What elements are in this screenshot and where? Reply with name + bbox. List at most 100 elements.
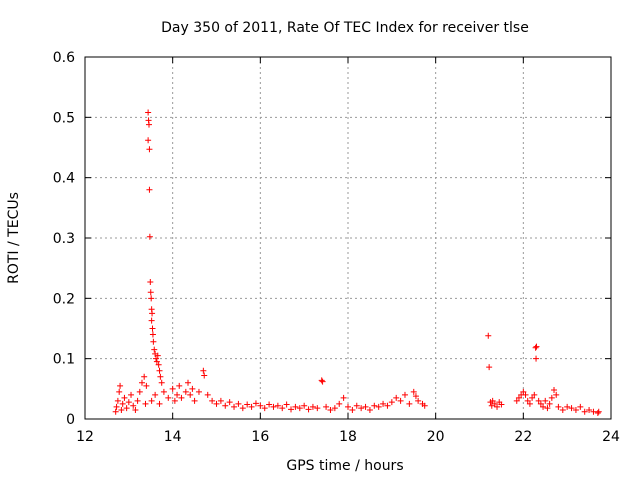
data-point [318,377,325,384]
data-point [169,385,176,392]
data-point [532,344,539,351]
data-point [261,405,268,412]
x-tick-label: 16 [251,429,269,445]
data-point [160,388,167,395]
data-point [486,364,493,371]
data-point [314,405,321,412]
data-point [274,402,281,409]
data-point [119,400,126,407]
data-point [384,402,391,409]
data-point [147,279,154,286]
x-tick-label: 20 [427,429,445,445]
data-point [421,402,428,409]
data-point [296,405,303,412]
data-point [239,405,246,412]
data-point [305,406,312,413]
data-point [412,393,419,400]
data-point [581,408,588,415]
data-point [559,406,566,413]
y-tick-label: 0.5 [53,110,75,126]
data-point [553,391,560,398]
data-point [244,401,251,408]
data-point [204,391,211,398]
data-point [546,400,553,407]
y-tick-label: 0.4 [53,171,75,187]
data-point [146,233,153,240]
data-point [491,400,498,407]
data-point [568,405,575,412]
data-point [542,397,549,404]
data-point [327,406,334,413]
data-point [147,289,154,296]
data-point [152,391,159,398]
plot-frame [84,56,612,420]
data-point [146,186,153,193]
data-point [187,391,194,398]
data-point [217,397,224,404]
y-tick-label: 0.2 [53,291,75,307]
data-point [257,402,264,409]
data-point [231,403,238,410]
data-point [577,403,584,410]
data-point [145,109,152,116]
data-point [292,403,299,410]
data-point [371,402,378,409]
data-point [149,325,156,332]
data-point [209,397,216,404]
data-point [191,397,198,404]
data-point [524,397,531,404]
data-point [564,403,571,410]
data-point [171,397,178,404]
data-point [136,388,143,395]
data-point [544,405,551,412]
data-point [116,388,123,395]
data-point [533,355,540,362]
data-point [590,408,597,415]
data-point [178,394,185,401]
data-point [176,382,183,389]
data-point [488,402,495,409]
data-point [498,401,505,408]
data-point [586,406,593,413]
data-points [112,109,602,416]
data-point [555,403,562,410]
data-point [156,367,163,374]
y-tick-label: 0 [66,412,75,428]
data-point [148,397,155,404]
data-point [526,400,533,407]
data-point [150,338,157,345]
x-axis-label: GPS time / hours [286,458,403,474]
data-point [182,388,189,395]
data-point [151,346,158,353]
data-point [375,403,382,410]
data-point [153,358,160,365]
data-point [551,387,558,394]
data-point [200,367,207,374]
data-point [533,343,540,350]
data-point [331,405,338,412]
data-point [149,331,156,338]
data-point [222,402,229,409]
data-point [130,402,137,409]
data-point [149,310,156,317]
y-axis-label: ROTI / TECUs [6,192,22,284]
data-point [340,394,347,401]
data-point [155,361,162,368]
data-point [393,394,400,401]
data-point [165,394,172,401]
data-point [594,409,601,416]
data-point [226,399,233,406]
x-tick-label: 24 [602,429,620,445]
data-point [279,405,286,412]
data-point [146,146,153,153]
data-point [134,397,141,404]
data-point [142,400,149,407]
data-point [174,391,181,398]
chart-title: Day 350 of 2011, Rate Of TEC Index for r… [161,20,529,36]
data-point [121,394,128,401]
data-point [529,394,536,401]
data-point [595,408,602,415]
data-point [548,394,555,401]
data-point [189,385,196,392]
data-point [336,400,343,407]
